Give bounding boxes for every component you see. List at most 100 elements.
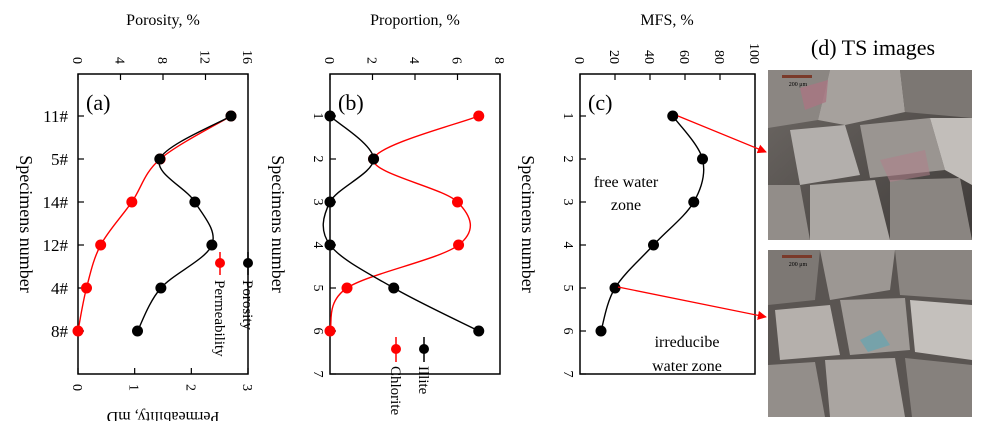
panel-b: (b) Proportion, % Specimens number 0 2 4 6 8… (268, 12, 506, 416)
specimen-a-category-label: 11# (43, 107, 68, 126)
panel-c-label: (c) (588, 90, 612, 115)
porosity-series-point (189, 196, 201, 208)
illite-series-point (324, 196, 336, 208)
illite-series-point (473, 325, 485, 337)
legend-chlorite-label: Chlorite (387, 366, 403, 416)
mfs-series-point (609, 282, 621, 294)
permeability-axis-tick-label: 1 (126, 384, 141, 391)
specimen-b-category-label: 4 (310, 242, 325, 249)
porosity-axis-tick-label: 4 (112, 57, 127, 64)
illite-series-point (324, 110, 336, 122)
permeability-axis-title: Permeability, mD (107, 408, 220, 421)
panel-a: (a) Porosity, % Permeability, mD Specime… (16, 12, 255, 421)
specimen-c-category-label: 7 (560, 371, 575, 378)
proportion-axis-title: Proportion, % (370, 12, 460, 29)
legend-permeability-label: Permeability (211, 280, 227, 357)
permeability-series-point (126, 196, 138, 208)
porosity-series-point (225, 110, 237, 122)
specimen-a-category-label: 8# (51, 322, 69, 341)
mfs-axis-tick-label: 60 (676, 50, 691, 64)
specimen-b-category-label: 5 (310, 285, 325, 292)
specimen-c-category-label: 2 (560, 156, 575, 163)
proportion-axis-tick-label: 6 (449, 57, 464, 64)
legend-porosity-label: Porosity (239, 280, 255, 331)
permeability-axis-tick-label: 2 (182, 384, 197, 391)
thin-section-image-bottom: 200 μm (768, 250, 972, 417)
irreducible-water-zone-line2: water zone (652, 358, 722, 375)
proportion-axis-tick-label: 2 (364, 57, 379, 64)
porosity-axis-tick-label: 0 (69, 57, 84, 64)
scale-bar-top-label: 200 μm (789, 82, 808, 88)
specimen-a-category-label: 5# (51, 150, 69, 169)
permeability-axis-tick-label: 3 (239, 384, 254, 391)
porosity-series-point (154, 153, 166, 165)
porosity-axis-title: Porosity, % (126, 12, 200, 29)
chlorite-series-line (329, 115, 480, 332)
mfs-axis-tick-label: 80 (711, 50, 726, 64)
proportion-axis-tick-label: 8 (491, 57, 506, 64)
legend-illite-marker (419, 344, 429, 354)
irreducible-water-zone-line1: irreducibe (655, 334, 720, 351)
specimen-c-category-label: 4 (560, 242, 575, 249)
specimen-b-category-label: 7 (310, 371, 325, 378)
proportion-axis-tick-label: 4 (406, 57, 421, 64)
illite-series-point (368, 153, 380, 165)
mfs-series-point (697, 153, 708, 165)
mfs-axis-tick-label: 40 (641, 50, 656, 64)
specimen-b-category-label: 2 (310, 156, 325, 163)
porosity-series-point (155, 282, 167, 294)
specimens-axis-title-b: Specimens number (268, 155, 288, 292)
panel-c-frame (579, 73, 756, 375)
illite-series-point (324, 239, 336, 251)
specimen-b-category-label: 6 (310, 328, 325, 335)
arrow-to-top-image (677, 115, 767, 154)
proportion-axis-tick-label: 0 (321, 57, 336, 64)
chlorite-series-point (473, 110, 485, 122)
legend-illite-label: Illite (415, 366, 431, 395)
specimen-a-category-label: 4# (51, 279, 69, 298)
chlorite-series-point (324, 325, 336, 337)
specimen-b-category-label: 1 (310, 113, 325, 120)
specimen-b-category-label: 3 (310, 199, 325, 206)
panel-a-label: (a) (86, 90, 110, 115)
specimen-c-category-label: 5 (560, 285, 575, 292)
illite-series-point (388, 282, 400, 294)
specimen-c-category-label: 1 (560, 113, 575, 120)
permeability-series-point (81, 282, 92, 294)
mfs-axis-tick-label: 100 (746, 43, 761, 64)
legend-permeability-marker (215, 258, 225, 268)
legend-a: Porosity Permeability (211, 252, 255, 357)
specimen-c-category-label: 6 (560, 328, 575, 335)
mfs-axis-tick-label: 20 (606, 50, 621, 64)
specimens-axis-title-a: Specimens number (16, 155, 36, 292)
chlorite-series-point (452, 196, 463, 208)
mfs-series-point (595, 325, 607, 337)
permeability-axis-tick-label: 0 (69, 384, 84, 391)
legend-chlorite-marker (391, 344, 401, 354)
panel-d-title: (d) TS images (811, 35, 935, 60)
mfs-series-point (667, 110, 679, 122)
legend-porosity-marker (243, 258, 253, 268)
illite-series-line (322, 115, 480, 332)
porosity-axis-tick-label: 8 (154, 57, 169, 64)
porosity-axis-tick-label: 12 (197, 50, 212, 64)
specimens-axis-title-c: Specimens number (518, 155, 538, 292)
scale-bar-bottom-label: 200 μm (789, 262, 808, 268)
permeability-series-point (72, 325, 84, 337)
mfs-series-point (688, 196, 700, 208)
mfs-series-line (600, 115, 705, 332)
free-water-zone-line2: zone (611, 197, 641, 214)
mfs-series-point (648, 239, 659, 251)
mfs-axis-title: MFS, % (640, 12, 693, 29)
porosity-axis-tick-label: 16 (239, 50, 254, 64)
mfs-axis-tick-label: 0 (571, 57, 586, 64)
chlorite-series-point (453, 239, 465, 251)
porosity-series-point (206, 239, 218, 251)
specimen-a-category-label: 12# (43, 236, 69, 255)
porosity-series-point (132, 325, 143, 337)
panel-d: (d) TS images 200 μm (617, 35, 972, 417)
legend-b: Illite Chlorite (387, 337, 431, 416)
specimen-c-category-label: 3 (560, 199, 575, 206)
arrow-to-bottom-image (617, 286, 767, 320)
